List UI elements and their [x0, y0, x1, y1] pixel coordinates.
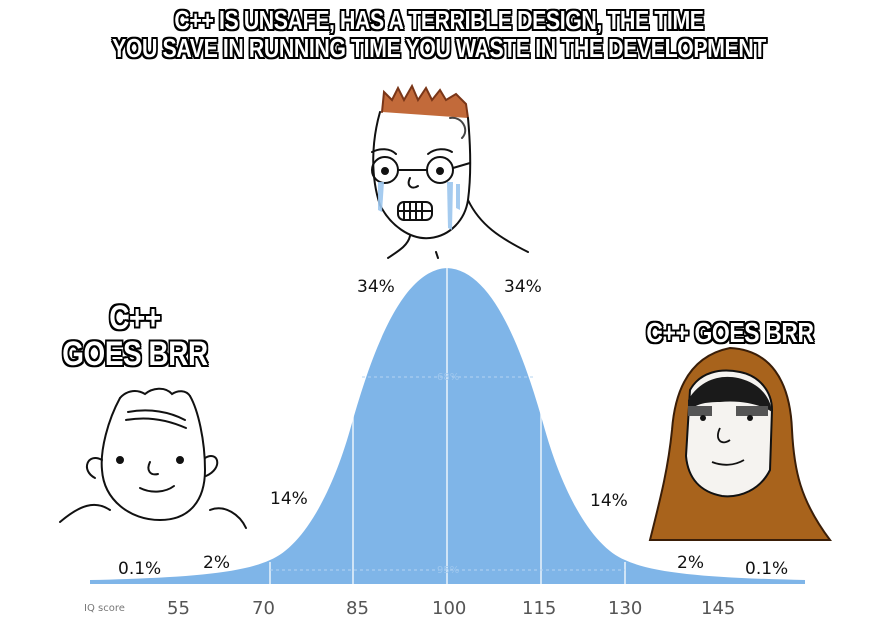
top-caption-line-2: YOU SAVE IN RUNNING TIME YOU WASTE IN TH… — [112, 33, 766, 63]
right-caption: C++ GOES BRR — [646, 317, 814, 348]
left-caption: C++ GOES BRR — [57, 300, 213, 372]
pct-right-2: 2% — [677, 553, 704, 573]
pct-right-34: 34% — [504, 277, 542, 297]
tick-100: 100 — [432, 598, 466, 619]
pct-left-2: 2% — [203, 553, 230, 573]
left-wojak-figure — [59, 387, 247, 529]
pct-far-right: 0.1% — [745, 559, 788, 579]
pct-left-14: 14% — [270, 489, 308, 509]
tick-85: 85 — [346, 598, 369, 619]
tick-115: 115 — [522, 598, 556, 619]
label-95: 95% — [437, 565, 459, 576]
label-68: 68% — [437, 372, 459, 383]
tick-130: 130 — [608, 598, 642, 619]
top-caption: C++ IS UNSAFE, HAS A TERRIBLE DESIGN, TH… — [79, 6, 799, 62]
iq-axis-label: IQ score — [84, 603, 125, 614]
crying-nerd-figure — [371, 83, 529, 259]
tick-145: 145 — [701, 598, 735, 619]
left-caption-line-1: C++ — [109, 299, 161, 337]
top-caption-line-1: C++ IS UNSAFE, HAS A TERRIBLE DESIGN, TH… — [174, 5, 704, 35]
pct-far-left: 0.1% — [118, 559, 161, 579]
tick-55: 55 — [167, 598, 190, 619]
pct-left-34: 34% — [357, 277, 395, 297]
tick-70: 70 — [252, 598, 275, 619]
left-caption-line-2: GOES BRR — [62, 335, 208, 373]
hooded-figure — [648, 346, 832, 541]
sd-lines — [269, 268, 626, 584]
tears — [378, 182, 460, 230]
pct-right-14: 14% — [590, 491, 628, 511]
